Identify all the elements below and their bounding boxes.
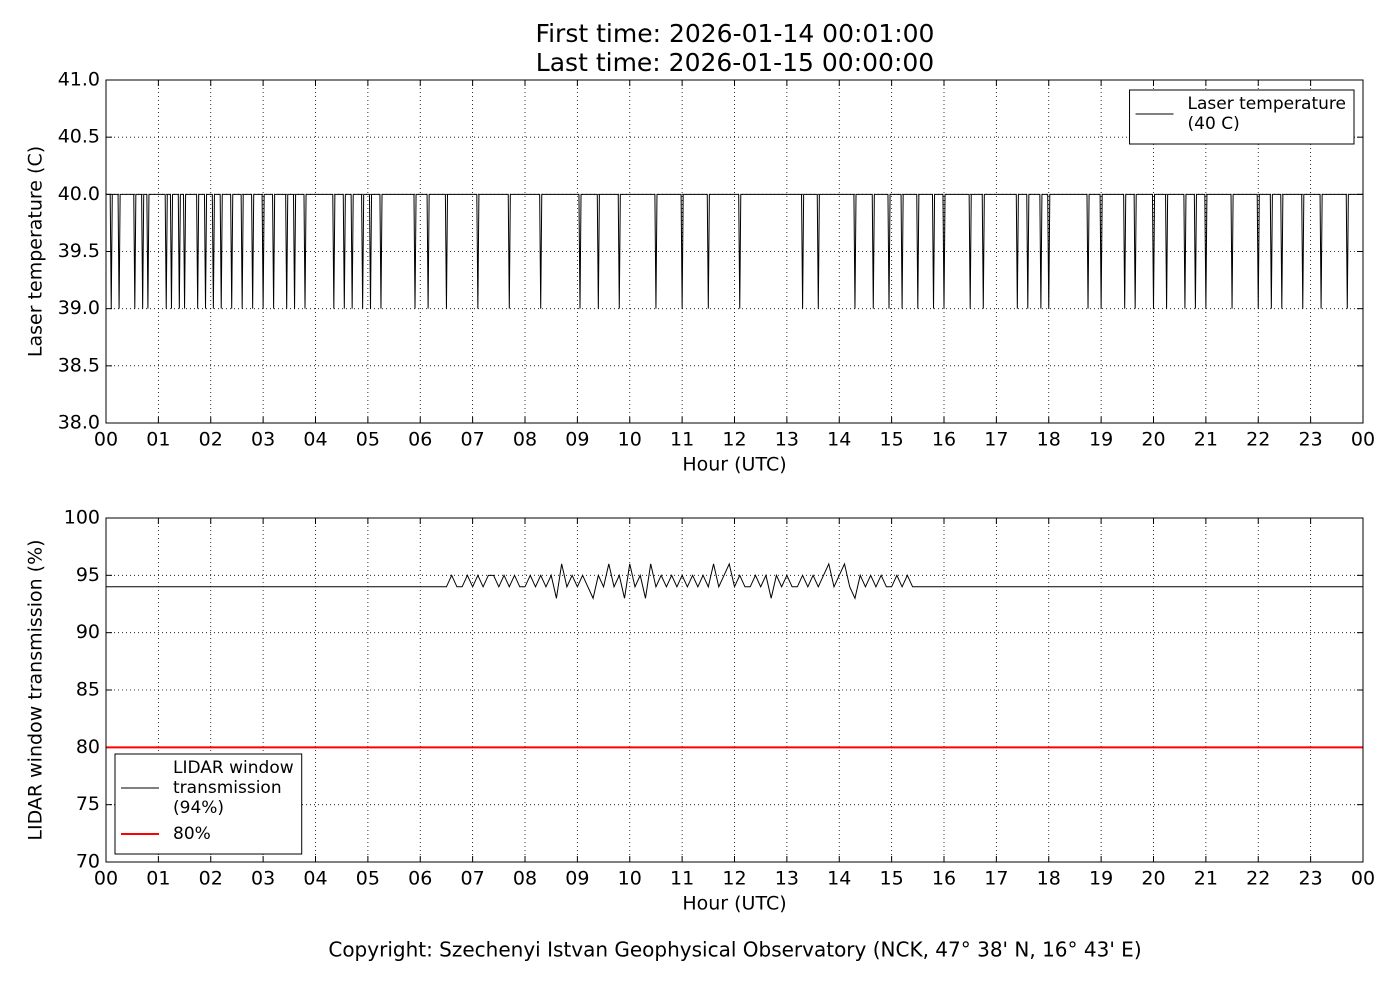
- x-tick-label: 18: [1037, 868, 1061, 890]
- x-tick-label: 17: [984, 429, 1008, 451]
- x-tick-label: 19: [1089, 868, 1113, 890]
- x-tick-label: 11: [670, 429, 694, 451]
- x-tick-label: 03: [251, 429, 275, 451]
- x-tick-label: 14: [827, 429, 851, 451]
- y-axis-label: Laser temperature (C): [25, 146, 47, 357]
- x-tick-label: 13: [775, 868, 799, 890]
- x-tick-label: 02: [199, 429, 223, 451]
- x-tick-label: 09: [565, 868, 589, 890]
- x-tick-label: 10: [618, 868, 642, 890]
- x-tick-label: 01: [146, 868, 170, 890]
- x-tick-label: 16: [932, 868, 956, 890]
- plot-frame: [105, 79, 1364, 424]
- x-tick-label: 00: [1351, 868, 1375, 890]
- y-tick-label: 38.0: [58, 412, 100, 434]
- x-tick-label: 12: [722, 868, 746, 890]
- x-tick-label: 23: [1299, 868, 1323, 890]
- x-tick-label: 20: [1141, 868, 1165, 890]
- x-tick-label: 14: [827, 868, 851, 890]
- y-tick-label: 95: [76, 564, 100, 586]
- y-tick-label: 40.5: [58, 126, 100, 148]
- x-tick-label: 08: [513, 868, 537, 890]
- legend-label: 80%: [173, 824, 211, 844]
- x-tick-label: 23: [1299, 429, 1323, 451]
- x-tick-label: 02: [199, 868, 223, 890]
- y-tick-label: 38.5: [58, 354, 100, 376]
- y-tick-label: 85: [76, 679, 100, 701]
- x-tick-label: 10: [618, 429, 642, 451]
- x-tick-label: 00: [94, 868, 118, 890]
- copyright: Copyright: Szechenyi Istvan Geophysical …: [328, 938, 1141, 962]
- x-tick-label: 05: [356, 868, 380, 890]
- x-axis-label: Hour (UTC): [682, 454, 786, 476]
- x-tick-label: 15: [880, 868, 904, 890]
- x-tick-label: 00: [1351, 429, 1375, 451]
- x-tick-label: 05: [356, 429, 380, 451]
- x-tick-label: 11: [670, 868, 694, 890]
- x-tick-label: 08: [513, 429, 537, 451]
- y-tick-label: 80: [76, 736, 100, 758]
- x-tick-label: 07: [461, 868, 485, 890]
- y-tick-label: 39.0: [58, 297, 100, 319]
- x-tick-label: 20: [1141, 429, 1165, 451]
- y-tick-label: 100: [64, 507, 100, 529]
- x-tick-label: 16: [932, 429, 956, 451]
- x-tick-label: 12: [722, 429, 746, 451]
- y-tick-label: 39.5: [58, 240, 100, 262]
- x-tick-label: 22: [1246, 429, 1270, 451]
- x-tick-label: 21: [1194, 429, 1218, 451]
- x-tick-label: 00: [94, 429, 118, 451]
- y-tick-label: 90: [76, 621, 100, 643]
- y-axis-label: LIDAR window transmission (%): [25, 539, 47, 840]
- legend-box: [114, 753, 303, 855]
- plot-frame: [105, 517, 1364, 863]
- x-tick-label: 18: [1037, 429, 1061, 451]
- x-tick-label: 22: [1246, 868, 1270, 890]
- title-line: First time: 2026-01-14 00:01:00: [536, 19, 935, 48]
- x-tick-label: 04: [303, 429, 327, 451]
- y-tick-label: 75: [76, 793, 100, 815]
- x-tick-label: 13: [775, 429, 799, 451]
- x-tick-label: 21: [1194, 868, 1218, 890]
- x-tick-label: 17: [984, 868, 1008, 890]
- data-line: [106, 562, 1363, 600]
- x-tick-label: 04: [303, 868, 327, 890]
- x-tick-label: 06: [408, 429, 432, 451]
- x-axis-label: Hour (UTC): [682, 893, 786, 915]
- x-tick-label: 03: [251, 868, 275, 890]
- x-tick-label: 19: [1089, 429, 1113, 451]
- x-tick-label: 07: [461, 429, 485, 451]
- x-tick-label: 15: [880, 429, 904, 451]
- y-tick-label: 70: [76, 851, 100, 873]
- legend-label: LIDAR window transmission (94%): [173, 758, 294, 818]
- data-line: [106, 193, 1363, 309]
- x-tick-label: 06: [408, 868, 432, 890]
- x-tick-label: 09: [565, 429, 589, 451]
- legend-box: [1129, 89, 1355, 145]
- y-tick-label: 41.0: [58, 69, 100, 91]
- x-tick-label: 01: [146, 429, 170, 451]
- title-line: Last time: 2026-01-15 00:00:00: [536, 48, 934, 77]
- y-tick-label: 40.0: [58, 183, 100, 205]
- legend-label: Laser temperature (40 C): [1188, 94, 1346, 134]
